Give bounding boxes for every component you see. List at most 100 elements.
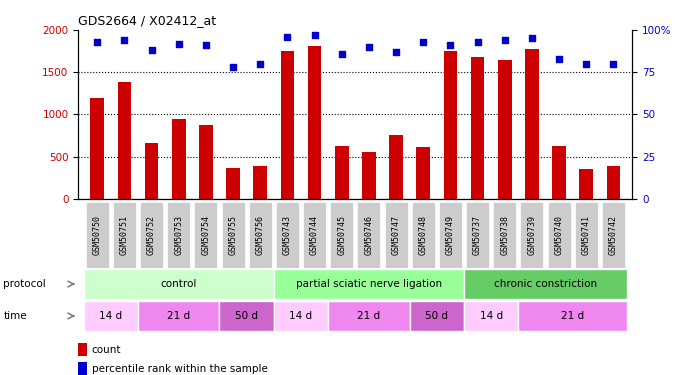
Bar — [308, 46, 322, 199]
Text: GSM50743: GSM50743 — [283, 215, 292, 255]
Point — [337, 51, 347, 57]
Point — [499, 37, 510, 43]
Bar — [118, 82, 131, 199]
Point — [92, 39, 103, 45]
Point — [309, 32, 320, 38]
Text: chronic constriction: chronic constriction — [494, 279, 597, 289]
Point — [255, 61, 266, 67]
Bar — [281, 51, 294, 199]
FancyBboxPatch shape — [575, 202, 598, 268]
Bar — [416, 147, 430, 199]
FancyBboxPatch shape — [276, 202, 299, 268]
Text: GSM50746: GSM50746 — [364, 215, 373, 255]
FancyBboxPatch shape — [86, 202, 109, 268]
Bar — [362, 152, 375, 199]
Text: 21 d: 21 d — [167, 311, 190, 321]
Text: GSM50740: GSM50740 — [555, 215, 564, 255]
Text: 50 d: 50 d — [425, 311, 448, 321]
Point — [282, 34, 293, 40]
Point — [390, 49, 401, 55]
Point — [526, 36, 537, 42]
Point — [418, 39, 428, 45]
FancyBboxPatch shape — [411, 202, 435, 268]
Text: 21 d: 21 d — [357, 311, 380, 321]
Text: GSM50744: GSM50744 — [310, 215, 319, 255]
FancyBboxPatch shape — [303, 202, 326, 268]
Text: 21 d: 21 d — [561, 311, 584, 321]
FancyBboxPatch shape — [274, 301, 328, 331]
Point — [554, 56, 564, 62]
Bar — [552, 146, 566, 199]
Text: GSM50742: GSM50742 — [609, 215, 618, 255]
Point — [119, 37, 130, 43]
Text: 50 d: 50 d — [235, 311, 258, 321]
Text: count: count — [92, 345, 121, 355]
FancyBboxPatch shape — [328, 301, 409, 331]
Text: partial sciatic nerve ligation: partial sciatic nerve ligation — [296, 279, 442, 289]
Text: GSM50737: GSM50737 — [473, 215, 482, 255]
Text: time: time — [3, 311, 27, 321]
Bar — [145, 143, 158, 199]
Text: GSM50738: GSM50738 — [500, 215, 509, 255]
Bar — [254, 166, 267, 199]
Text: GSM50754: GSM50754 — [201, 215, 210, 255]
Point — [228, 64, 239, 70]
Bar — [199, 125, 213, 199]
Text: GSM50751: GSM50751 — [120, 215, 129, 255]
Text: protocol: protocol — [3, 279, 46, 289]
Point — [363, 44, 374, 50]
FancyBboxPatch shape — [84, 301, 138, 331]
Bar — [471, 57, 484, 199]
FancyBboxPatch shape — [384, 202, 407, 268]
Point — [581, 61, 592, 67]
FancyBboxPatch shape — [547, 202, 571, 268]
FancyBboxPatch shape — [330, 202, 354, 268]
FancyBboxPatch shape — [84, 269, 274, 299]
Bar — [335, 147, 349, 199]
FancyBboxPatch shape — [520, 202, 543, 268]
Text: GSM50745: GSM50745 — [337, 215, 346, 255]
FancyBboxPatch shape — [357, 202, 380, 268]
Bar — [172, 118, 186, 199]
Text: percentile rank within the sample: percentile rank within the sample — [92, 364, 268, 374]
FancyBboxPatch shape — [249, 202, 272, 268]
FancyBboxPatch shape — [113, 202, 136, 268]
Text: GSM50756: GSM50756 — [256, 215, 265, 255]
Bar — [525, 50, 539, 199]
Bar — [607, 166, 620, 199]
Point — [146, 47, 157, 53]
FancyBboxPatch shape — [409, 301, 464, 331]
Point — [445, 42, 456, 48]
Text: GDS2664 / X02412_at: GDS2664 / X02412_at — [78, 15, 216, 27]
Point — [201, 42, 211, 48]
Point — [472, 39, 483, 45]
Bar — [579, 169, 593, 199]
Point — [173, 40, 184, 46]
FancyBboxPatch shape — [167, 202, 190, 268]
Text: GSM50739: GSM50739 — [528, 215, 537, 255]
FancyBboxPatch shape — [602, 202, 625, 268]
FancyBboxPatch shape — [464, 301, 518, 331]
Text: control: control — [160, 279, 197, 289]
Bar — [78, 362, 87, 375]
FancyBboxPatch shape — [194, 202, 218, 268]
FancyBboxPatch shape — [220, 301, 274, 331]
Bar — [443, 51, 457, 199]
Text: 14 d: 14 d — [99, 311, 122, 321]
FancyBboxPatch shape — [274, 269, 464, 299]
FancyBboxPatch shape — [464, 269, 627, 299]
FancyBboxPatch shape — [518, 301, 627, 331]
Text: GSM50747: GSM50747 — [392, 215, 401, 255]
Text: GSM50755: GSM50755 — [228, 215, 237, 255]
FancyBboxPatch shape — [222, 202, 245, 268]
Text: GSM50741: GSM50741 — [581, 215, 591, 255]
Bar — [78, 343, 87, 356]
Bar — [389, 135, 403, 199]
Text: 14 d: 14 d — [479, 311, 503, 321]
Text: 14 d: 14 d — [290, 311, 313, 321]
FancyBboxPatch shape — [138, 301, 220, 331]
Point — [608, 61, 619, 67]
Bar — [90, 98, 104, 199]
Text: GSM50749: GSM50749 — [446, 215, 455, 255]
Text: GSM50753: GSM50753 — [174, 215, 183, 255]
